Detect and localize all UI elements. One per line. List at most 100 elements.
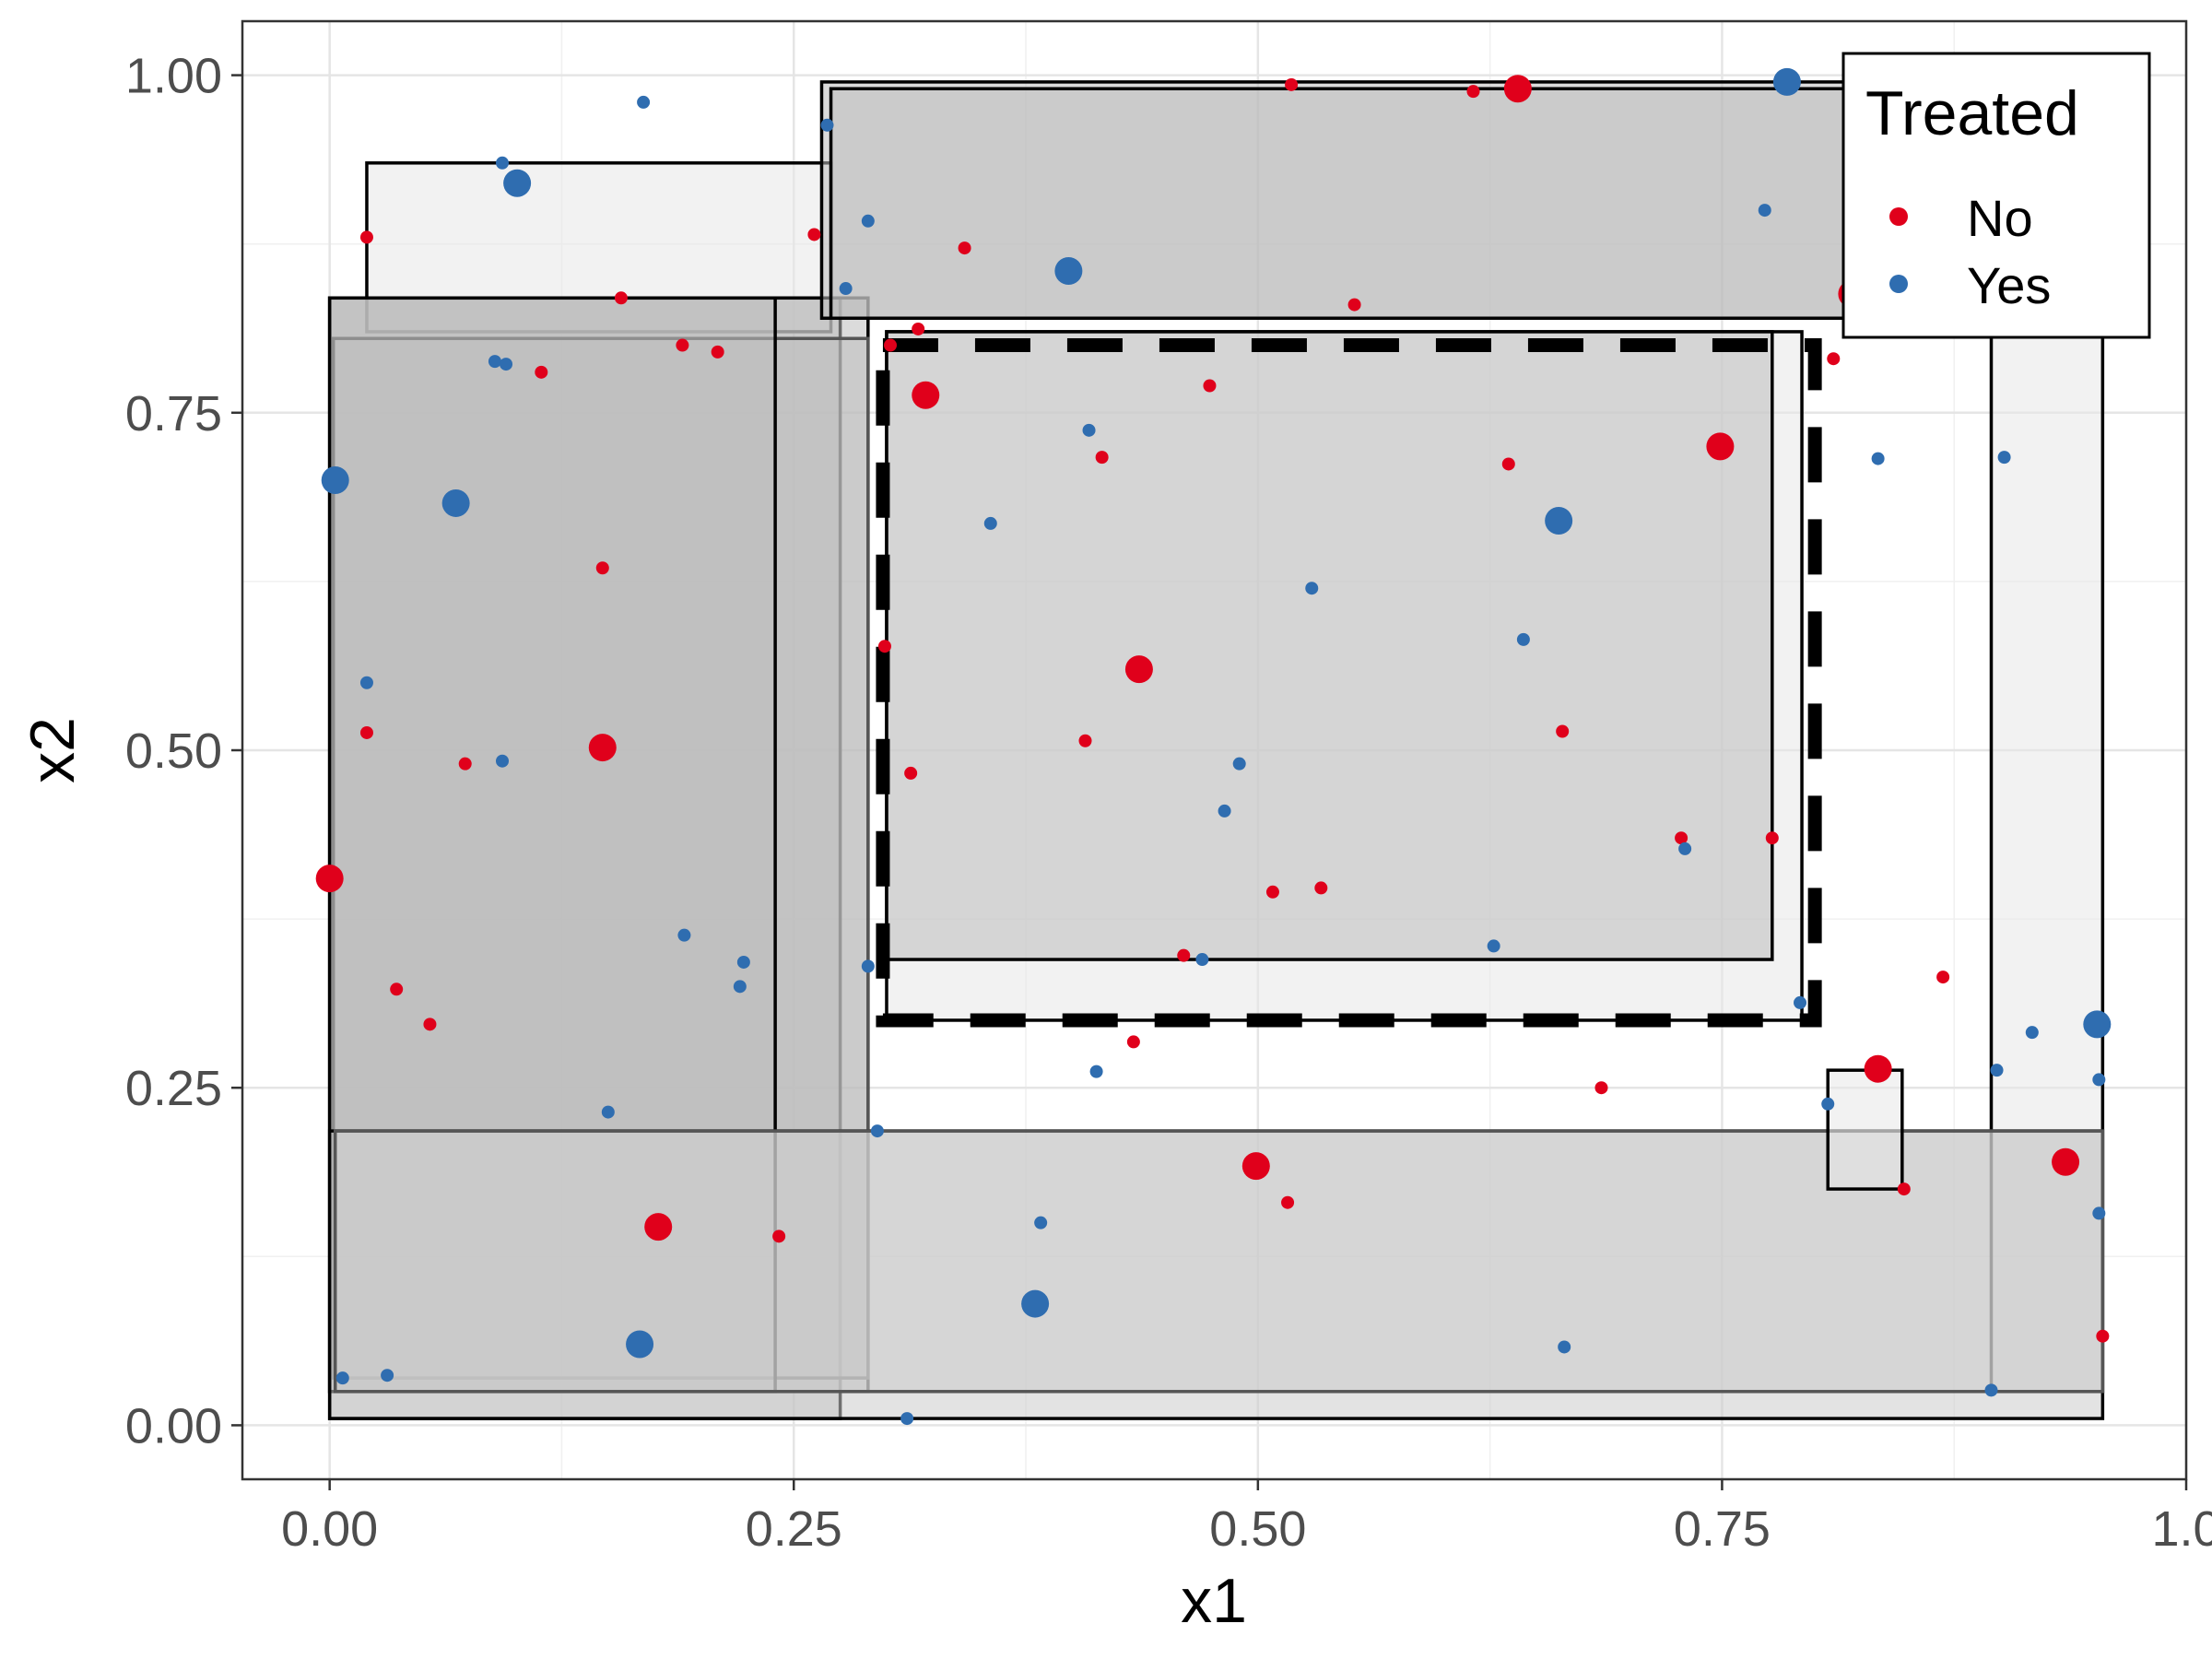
point-yes <box>1089 1065 1103 1078</box>
point-yes <box>321 466 349 495</box>
y-axis-title: x2 <box>18 717 88 783</box>
point-yes <box>1997 451 2011 465</box>
point-no <box>2096 1329 2110 1343</box>
point-yes <box>839 282 853 296</box>
point-yes <box>861 959 875 973</box>
point-yes <box>1487 939 1500 953</box>
point-no <box>1285 77 1299 91</box>
point-yes <box>359 676 373 689</box>
point-yes <box>496 754 510 768</box>
point-no <box>644 1213 673 1241</box>
point-yes <box>2025 1026 2039 1040</box>
dashed-region-rectangle <box>876 338 1822 1028</box>
point-yes <box>1772 67 1801 96</box>
point-yes <box>503 169 532 197</box>
legend-title: Treated <box>1865 78 2079 148</box>
point-no <box>1124 655 1153 684</box>
point-yes <box>1305 582 1319 595</box>
point-no <box>884 338 897 352</box>
point-no <box>1675 831 1688 845</box>
x-axis-ticks: 0.00 0.25 0.50 0.75 1.0 <box>281 1479 2212 1557</box>
point-yes <box>1516 632 1530 646</box>
point-no <box>458 757 472 771</box>
point-no <box>1706 432 1735 461</box>
point-no <box>1897 1182 1911 1196</box>
legend-label-yes: Yes <box>1967 256 2051 314</box>
legend: Treated No Yes <box>1841 52 2151 339</box>
point-no <box>614 291 628 305</box>
point-yes <box>1984 1383 1998 1397</box>
point-yes <box>736 955 750 969</box>
point-no <box>904 766 918 780</box>
point-yes <box>1871 452 1885 465</box>
x-tick-label: 0.50 <box>1209 1501 1306 1557</box>
point-no <box>359 230 373 244</box>
point-no <box>1241 1152 1270 1181</box>
point-yes <box>2083 1010 2112 1039</box>
legend-label-no: No <box>1967 189 2033 247</box>
point-yes <box>381 1369 394 1382</box>
point-no <box>1095 451 1109 465</box>
point-no <box>772 1230 786 1243</box>
legend-key-no <box>1889 207 1908 226</box>
point-no <box>2052 1147 2080 1176</box>
point-yes <box>637 95 651 109</box>
y-tick-label: 0.25 <box>125 1061 222 1116</box>
point-yes <box>335 1371 349 1385</box>
x-tick-label: 0.00 <box>281 1501 378 1557</box>
point-yes <box>1218 804 1231 818</box>
y-tick-label: 1.00 <box>125 49 222 104</box>
point-yes <box>733 980 747 994</box>
x-tick-label: 0.75 <box>1674 1501 1771 1557</box>
point-no <box>1078 734 1092 747</box>
point-no <box>595 561 609 575</box>
point-yes <box>1195 953 1209 967</box>
y-tick-label: 0.00 <box>125 1398 222 1453</box>
point-yes <box>496 156 510 170</box>
point-no <box>711 345 724 359</box>
y-axis-ticks: 0.00 0.25 0.50 0.75 1.00 <box>125 49 242 1453</box>
point-yes <box>1232 757 1246 771</box>
point-no <box>1466 85 1480 99</box>
point-yes <box>626 1330 654 1359</box>
point-no <box>1314 881 1328 895</box>
point-no <box>423 1018 437 1031</box>
point-no <box>1503 75 1532 103</box>
point-yes <box>1034 1216 1048 1230</box>
point-no <box>1556 724 1570 738</box>
point-yes <box>983 516 997 530</box>
point-no <box>877 640 891 653</box>
point-yes <box>677 928 691 942</box>
point-no <box>1827 352 1841 366</box>
point-yes <box>820 118 834 132</box>
point-yes <box>1054 256 1083 285</box>
point-yes <box>2092 1206 2106 1220</box>
point-yes <box>1678 841 1692 855</box>
point-yes <box>601 1105 615 1119</box>
point-no <box>1765 831 1779 845</box>
region-rectangle <box>885 330 1774 961</box>
point-no <box>1936 971 1950 984</box>
point-yes <box>1558 1340 1571 1354</box>
point-no <box>1501 457 1515 471</box>
point-yes <box>500 358 513 371</box>
point-yes <box>900 1412 914 1426</box>
point-yes <box>441 488 470 517</box>
point-no <box>1864 1054 1892 1083</box>
y-tick-label: 0.75 <box>125 386 222 441</box>
point-no <box>676 338 689 352</box>
point-yes <box>1545 506 1573 535</box>
point-yes <box>1794 995 1807 1009</box>
point-no <box>1177 948 1191 962</box>
point-no <box>912 322 925 335</box>
point-no <box>958 241 971 255</box>
point-no <box>1347 298 1361 312</box>
point-no <box>315 865 344 893</box>
region-rectangle <box>1826 1068 1904 1191</box>
point-no <box>1265 885 1279 899</box>
point-yes <box>2092 1073 2106 1087</box>
point-yes <box>1082 423 1096 437</box>
point-no <box>1203 379 1217 393</box>
x-tick-label: 0.25 <box>746 1501 842 1557</box>
